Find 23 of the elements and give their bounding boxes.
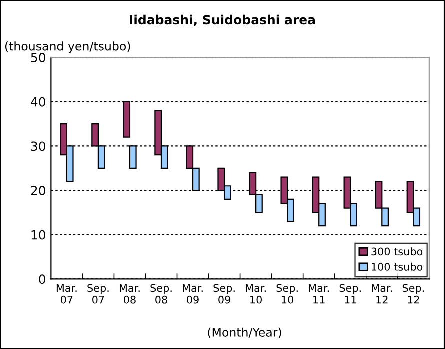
x-tick-label: Mar. 12 — [372, 284, 392, 304]
x-tick-label: Mar. 11 — [309, 284, 329, 304]
x-axis-title: (Month/Year) — [208, 328, 282, 338]
legend-label: 100 tsubo — [372, 262, 423, 271]
y-tick-label: 30 — [31, 142, 46, 152]
x-tick-label: Sep. 09 — [214, 284, 235, 304]
y-tick-label: 0 — [39, 274, 46, 284]
legend-label: 300 tsubo — [372, 248, 423, 256]
x-tick-label: Sep. 08 — [150, 284, 172, 304]
x-tick-label: Mar. 09 — [183, 284, 203, 304]
y-tick-label: 20 — [31, 186, 46, 196]
x-tick-label: Mar. 10 — [246, 284, 266, 304]
y-axis-title: (thousand yen/tsubo) — [5, 42, 130, 54]
y-tick-label: 40 — [31, 97, 46, 107]
y-tick-label: 10 — [32, 230, 46, 240]
y-tick-label: 50 — [31, 53, 46, 63]
x-tick-label: Sep. 11 — [340, 284, 361, 304]
x-tick-label: Sep. 07 — [88, 284, 109, 304]
x-tick-label: Mar. 07 — [56, 284, 77, 304]
x-tick-label: Sep. 10 — [276, 284, 298, 304]
x-tick-label: Sep. 12 — [402, 284, 424, 304]
chart-title: Iidabashi, Suidobashi area — [130, 14, 316, 26]
x-tick-label: Mar. 08 — [120, 284, 140, 304]
